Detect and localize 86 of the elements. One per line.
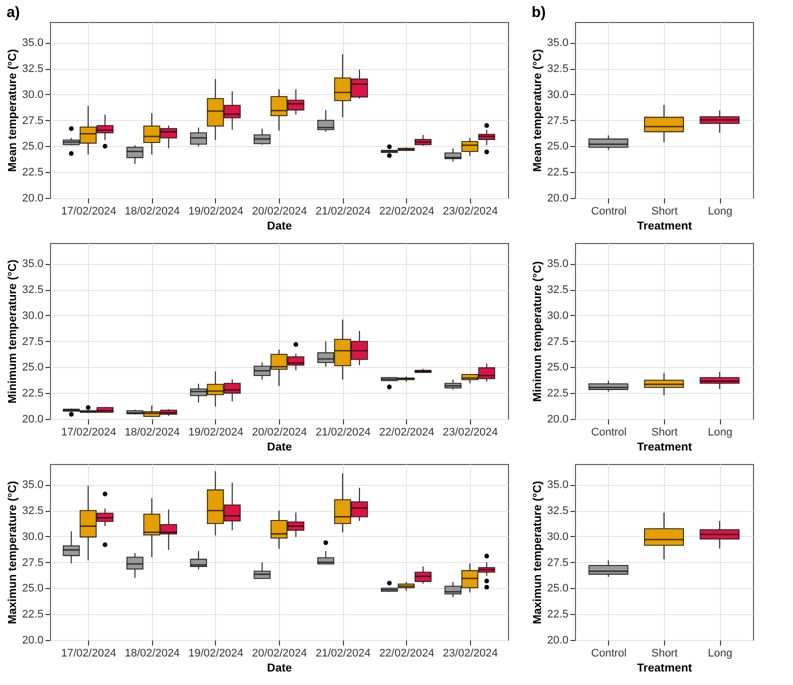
y-tick-label: 20.0 (22, 192, 44, 204)
x-axis-title: Treatment (637, 662, 692, 674)
y-tick-label: 27.5 (547, 556, 568, 569)
x-tick-label: 22/02/2024 (379, 206, 434, 218)
x-tick-label: 19/02/2024 (188, 206, 244, 218)
y-tick-label: 22.5 (547, 608, 568, 621)
y-tick-label: 35.0 (547, 258, 568, 270)
y-axis-title: Minimun temperature (°C) (532, 260, 544, 402)
x-tick-label: 21/02/2024 (316, 648, 371, 660)
y-tick-label: 25.0 (547, 140, 568, 153)
y-tick-label: 32.5 (22, 505, 44, 518)
y-tick-label: 27.5 (22, 114, 44, 127)
x-axis-title: Treatment (637, 442, 692, 454)
x-tick-label: 18/02/2024 (124, 206, 180, 218)
y-tick-label: 32.5 (547, 505, 568, 518)
x-tick-label: 20/02/2024 (252, 206, 308, 218)
y-tick-label: 27.5 (22, 336, 44, 348)
y-tick-label: 27.5 (547, 336, 568, 348)
x-tick-label: 23/02/2024 (442, 648, 498, 660)
x-tick-label: Control (591, 648, 627, 660)
x-axis-title: Date (267, 662, 292, 674)
y-tick-label: 32.5 (22, 63, 44, 76)
x-tick-label: Long (708, 206, 732, 218)
y-tick-label: 25.0 (22, 362, 44, 374)
y-tick-label: 22.5 (22, 388, 44, 400)
y-tick-label: 22.5 (547, 166, 568, 179)
x-tick-label: 17/02/2024 (61, 206, 116, 218)
x-tick-label: Control (591, 206, 627, 218)
x-tick-label: 17/02/2024 (61, 648, 116, 660)
chart-title: a) (6, 4, 20, 21)
y-axis-title: Maximun temperature (°C) (532, 480, 544, 624)
x-tick-label: 19/02/2024 (188, 426, 244, 438)
y-tick-label: 30.0 (547, 530, 568, 543)
x-tick-label: 22/02/2024 (379, 426, 434, 438)
y-tick-label: 22.5 (22, 166, 44, 179)
x-tick-label: Short (651, 426, 678, 438)
x-tick-label: Short (651, 206, 678, 218)
x-tick-label: Short (651, 648, 678, 660)
y-tick-label: 35.0 (22, 258, 44, 270)
y-tick-label: 25.0 (22, 140, 44, 153)
x-tick-label: 19/02/2024 (188, 648, 244, 660)
x-tick-label: 21/02/2024 (316, 206, 371, 218)
y-tick-label: 30.0 (22, 310, 44, 322)
y-tick-label: 32.5 (22, 284, 44, 296)
y-tick-label: 27.5 (547, 114, 568, 127)
y-tick-label: 25.0 (22, 582, 44, 595)
y-axis-title: Mean temperature (°C) (532, 48, 544, 172)
y-tick-label: 22.5 (22, 608, 44, 621)
y-axis-title: Maximun temperature (°C) (7, 480, 20, 624)
y-tick-label: 35.0 (22, 479, 44, 492)
x-tick-label: 20/02/2024 (252, 648, 308, 660)
x-tick-label: Long (708, 648, 732, 660)
y-tick-label: 20.0 (22, 634, 44, 646)
x-axis-title: Date (267, 220, 292, 232)
y-tick-label: 25.0 (547, 362, 568, 374)
y-axis-title: Mean temperature (°C) (7, 48, 20, 172)
x-axis-title: Treatment (637, 220, 692, 232)
y-tick-label: 30.0 (22, 530, 44, 543)
y-tick-label: 22.5 (547, 388, 568, 400)
y-tick-label: 25.0 (547, 582, 568, 595)
x-tick-label: Long (708, 426, 732, 438)
y-tick-label: 27.5 (22, 556, 44, 569)
y-tick-label: 20.0 (547, 414, 568, 426)
x-tick-label: 21/02/2024 (316, 426, 371, 438)
x-tick-label: Control (591, 426, 627, 438)
x-axis-title: Date (267, 442, 292, 454)
y-tick-label: 20.0 (547, 634, 568, 646)
y-tick-label: 30.0 (22, 88, 44, 101)
x-tick-label: 23/02/2024 (442, 206, 498, 218)
y-tick-label: 35.0 (547, 479, 568, 492)
chart-title: b) (532, 4, 546, 21)
x-tick-label: 23/02/2024 (442, 426, 498, 438)
y-tick-label: 32.5 (547, 63, 568, 76)
y-tick-label: 20.0 (547, 192, 568, 204)
y-tick-label: 30.0 (547, 310, 568, 322)
x-tick-label: 18/02/2024 (124, 648, 180, 660)
x-tick-label: 17/02/2024 (61, 426, 116, 438)
x-tick-label: 18/02/2024 (124, 426, 180, 438)
y-tick-label: 30.0 (547, 88, 568, 101)
y-axis-title: Minimum temperature (°C) (7, 259, 20, 404)
y-tick-label: 32.5 (547, 284, 568, 296)
x-tick-label: 22/02/2024 (379, 648, 434, 660)
y-tick-label: 35.0 (22, 37, 44, 50)
y-tick-label: 35.0 (547, 37, 568, 50)
x-tick-label: 20/02/2024 (252, 426, 308, 438)
y-tick-label: 20.0 (22, 414, 44, 426)
